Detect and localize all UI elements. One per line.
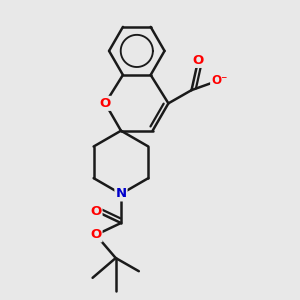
Text: O: O xyxy=(100,97,111,110)
Text: O: O xyxy=(90,205,101,218)
Text: O: O xyxy=(90,228,101,242)
Text: O: O xyxy=(193,54,204,67)
Text: O⁻: O⁻ xyxy=(211,74,227,87)
Text: N: N xyxy=(116,188,127,200)
